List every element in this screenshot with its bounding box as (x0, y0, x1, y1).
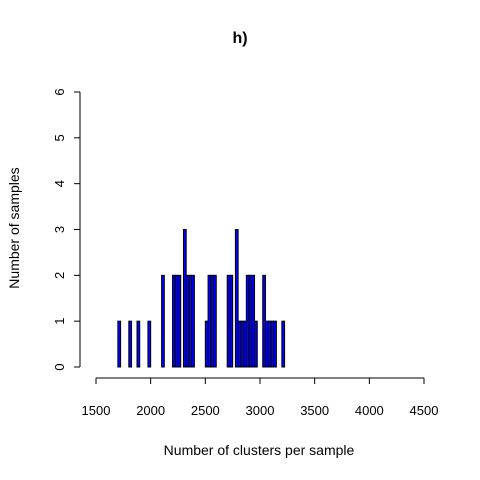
x-tick-label-4: 3500 (300, 403, 329, 418)
y-tick-label-4: 4 (52, 180, 67, 187)
y-tick-label-5: 5 (52, 134, 67, 141)
chart-title: h) (232, 30, 248, 47)
x-axis: 1500 2000 2500 3000 3500 4000 4500 (82, 377, 439, 418)
x-tick-label-6: 4500 (410, 403, 439, 418)
histogram-bar-7 (177, 274, 182, 368)
x-axis-label: Number of clusters per sample (163, 442, 355, 458)
y-tick-label-1: 1 (52, 318, 67, 325)
y-axis: 0 1 2 3 4 5 6 (52, 88, 81, 371)
y-axis-label: Number of samples (6, 167, 22, 289)
histogram-bar-11 (191, 274, 195, 368)
histogram-bar-18 (234, 229, 239, 368)
x-tick-label-0: 1500 (82, 403, 111, 418)
histogram-bar-15 (213, 274, 217, 368)
histogram-bar-3 (147, 320, 152, 368)
y-tick-label-0: 0 (52, 363, 67, 370)
histogram-bar-0 (117, 320, 122, 368)
histogram-bar-4 (161, 274, 165, 368)
histogram-bar-31 (281, 320, 286, 368)
histogram-bar-17 (229, 274, 234, 368)
x-tick-label-1: 2000 (136, 403, 165, 418)
histogram-bar-2 (136, 320, 141, 368)
y-tick-label-2: 2 (52, 272, 67, 279)
histogram-bar-30 (273, 320, 277, 368)
bars-group (117, 229, 286, 368)
x-tick-label-3: 3000 (246, 403, 275, 418)
y-tick-label-3: 3 (52, 226, 67, 233)
histogram-bar-1 (128, 320, 133, 368)
x-tick-label-2: 2500 (191, 403, 220, 418)
y-tick-label-6: 6 (52, 88, 67, 95)
histogram-bar-25 (254, 320, 258, 368)
x-tick-label-5: 4000 (355, 403, 384, 418)
